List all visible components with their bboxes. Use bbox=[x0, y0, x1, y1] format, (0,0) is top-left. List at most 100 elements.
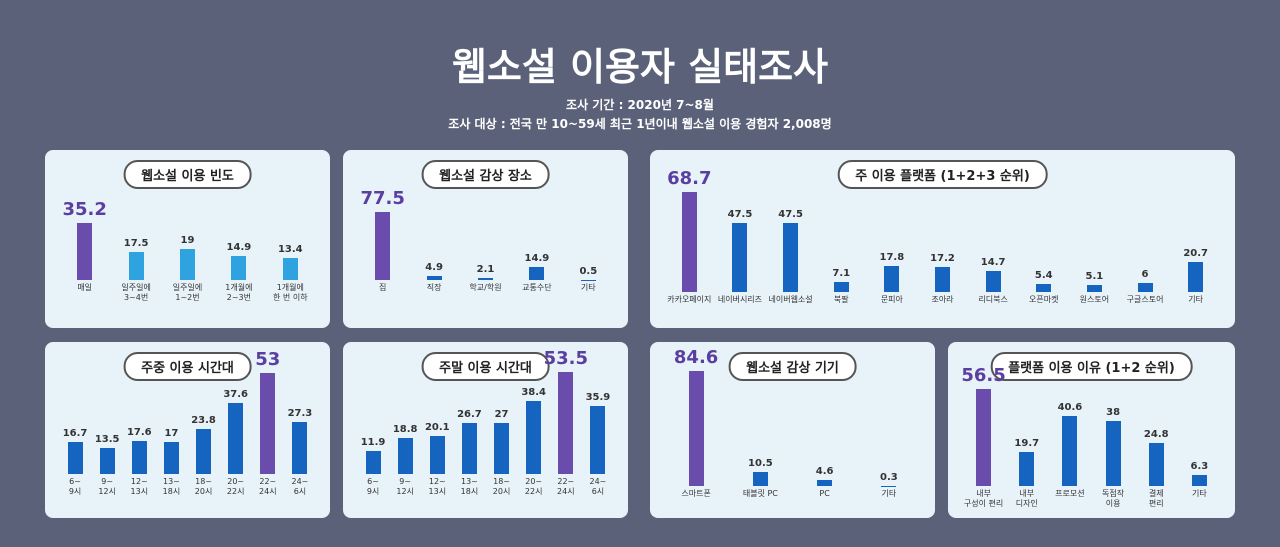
bar-group: 37.6 bbox=[206, 389, 266, 474]
bar-group: 38.4 bbox=[504, 387, 564, 474]
bar bbox=[375, 211, 391, 280]
bar-group: 17.6 bbox=[109, 427, 169, 474]
bar bbox=[590, 405, 606, 474]
data-label: 13.4 bbox=[277, 244, 303, 256]
bar bbox=[99, 448, 115, 474]
data-label: 53 bbox=[255, 349, 281, 371]
data-label: 24.8 bbox=[1143, 429, 1169, 441]
chart-panel: 주중 이용 시간대 16.7 6~ 9시 13.5 9~ 12시 17.6 12~ 13시 1… bbox=[45, 342, 330, 518]
chart-panel: 웹소설 이용 빈도 35.2 매일 17.5 일주일에 3~4번 19 일주일에 1~2번 1… bbox=[45, 150, 330, 328]
bar-group: 17 bbox=[141, 428, 201, 474]
x-tick-label: 결제 편리 bbox=[1148, 489, 1164, 508]
bar bbox=[365, 451, 381, 474]
data-label: 11.9 bbox=[360, 437, 386, 449]
bar bbox=[426, 275, 442, 280]
data-label: 17.6 bbox=[126, 426, 152, 438]
bar bbox=[935, 267, 950, 292]
data-label: 17.5 bbox=[123, 237, 149, 249]
bar bbox=[688, 370, 704, 486]
data-label: 10.5 bbox=[748, 457, 773, 469]
bar-group: 20.7 bbox=[1166, 248, 1226, 292]
bar-group: 47.5 bbox=[761, 209, 821, 292]
x-tick-label: 학교/학원 bbox=[469, 283, 502, 292]
bar bbox=[985, 270, 1001, 292]
bar bbox=[494, 422, 510, 474]
x-tick-label: 1개월에 한 번 이하 bbox=[273, 283, 308, 302]
bar bbox=[884, 266, 900, 292]
data-label: 37.6 bbox=[223, 388, 249, 400]
data-label: 84.6 bbox=[673, 346, 719, 368]
data-label: 68.7 bbox=[667, 168, 712, 190]
chart-title: 웹소설 감상 장소 bbox=[421, 160, 550, 189]
data-label: 40.6 bbox=[1057, 402, 1083, 414]
bar bbox=[282, 258, 298, 280]
bar-group: 19 bbox=[158, 235, 218, 280]
bar-group: 14.9 bbox=[209, 242, 269, 280]
bar bbox=[292, 422, 308, 474]
bar-group: 20.1 bbox=[407, 422, 467, 474]
bar-group: 18.8 bbox=[375, 424, 435, 474]
x-tick-label: 태블릿 PC bbox=[742, 489, 778, 498]
x-tick-label: 스마트폰 bbox=[681, 489, 711, 498]
x-tick-label: 13~ 18시 bbox=[460, 477, 479, 496]
bar bbox=[833, 281, 849, 292]
data-label: 14.7 bbox=[980, 256, 1006, 268]
x-tick-label: 프로모션 bbox=[1055, 489, 1085, 498]
data-label: 35.9 bbox=[585, 391, 611, 403]
data-label: 5.1 bbox=[1085, 270, 1104, 282]
x-tick-label: 13~ 18시 bbox=[162, 477, 181, 496]
bar-group: 5.4 bbox=[1014, 270, 1074, 292]
x-tick-label: 네이버웹소설 bbox=[768, 295, 813, 304]
bar-group: 14.7 bbox=[963, 257, 1023, 292]
bar-group: 2.1 bbox=[456, 264, 516, 280]
bar bbox=[1036, 284, 1052, 292]
x-tick-label: 기타 bbox=[1192, 489, 1207, 498]
bar-group: 7.1 bbox=[811, 268, 871, 292]
data-label: 14.9 bbox=[524, 252, 550, 264]
x-tick-label: 내부 디자인 bbox=[1015, 489, 1038, 508]
bar bbox=[1188, 262, 1204, 292]
x-tick-label: 네이버시리즈 bbox=[717, 295, 763, 304]
chart-panel: 주 이용 플랫폼 (1+2+3 순위) 68.7 카카오페이지 47.5 네이버시리즈 4… bbox=[650, 150, 1235, 328]
bar bbox=[817, 479, 833, 486]
x-tick-label: 조아라 bbox=[931, 295, 954, 304]
bar-group: 47.5 bbox=[710, 209, 770, 292]
x-tick-label: 1개월에 2~3번 bbox=[225, 283, 253, 302]
chart-panel: 웹소설 감상 장소 77.5 집 4.9 직장 2.1 학교/학원 14.9 교통수단 0.5 기타 bbox=[343, 150, 628, 328]
bar bbox=[128, 251, 144, 280]
x-tick-label: 12~ 13시 bbox=[130, 477, 149, 496]
x-tick-label: 오픈마켓 bbox=[1029, 295, 1059, 304]
bar bbox=[783, 223, 799, 292]
bar bbox=[526, 401, 542, 474]
bar bbox=[976, 388, 992, 486]
bar bbox=[558, 372, 574, 474]
chart-title: 웹소설 감상 기기 bbox=[728, 352, 857, 381]
x-tick-label: 22~ 24시 bbox=[557, 477, 575, 496]
bar bbox=[180, 249, 195, 280]
data-label: 47.5 bbox=[727, 209, 753, 221]
bar bbox=[681, 192, 697, 292]
data-label: 20.1 bbox=[424, 421, 450, 433]
data-label: 5.4 bbox=[1034, 270, 1053, 282]
bar-group: 24.8 bbox=[1126, 429, 1186, 486]
data-label: 0.5 bbox=[579, 265, 598, 277]
x-tick-label: 9~ 12시 bbox=[396, 477, 414, 496]
data-label: 23.8 bbox=[191, 414, 216, 426]
bar bbox=[1191, 475, 1207, 486]
data-label: 47.5 bbox=[778, 209, 803, 221]
x-tick-label: 9~ 12시 bbox=[98, 477, 116, 496]
bar bbox=[131, 440, 147, 474]
bar bbox=[752, 471, 768, 486]
bar-group: 0.3 bbox=[859, 472, 919, 486]
x-tick-label: 22~ 24시 bbox=[259, 477, 277, 496]
bar-group: 23.8 bbox=[174, 415, 234, 474]
data-label: 26.7 bbox=[457, 409, 482, 421]
x-tick-label: 문피아 bbox=[880, 295, 903, 304]
x-tick-label: 구글스토어 bbox=[1126, 295, 1164, 304]
bar-group: 53.5 bbox=[536, 348, 596, 474]
x-tick-label: 직장 bbox=[426, 283, 442, 292]
x-tick-label: PC bbox=[819, 489, 830, 498]
chart-title: 주말 이용 시간대 bbox=[421, 352, 550, 381]
chart-title: 주중 이용 시간대 bbox=[123, 352, 252, 381]
